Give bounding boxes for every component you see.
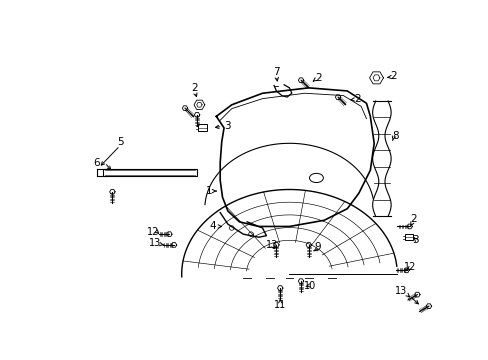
Text: 6: 6: [93, 158, 100, 167]
Text: 7: 7: [272, 67, 279, 77]
Bar: [103, 169, 197, 176]
Text: 2: 2: [353, 94, 360, 104]
Text: 13: 13: [265, 240, 277, 250]
Text: 13: 13: [394, 286, 407, 296]
Text: 5: 5: [117, 137, 123, 147]
Bar: [198, 125, 207, 131]
Text: 2: 2: [409, 214, 416, 224]
Text: 2: 2: [389, 71, 396, 81]
Text: 11: 11: [274, 300, 286, 310]
Text: 13: 13: [148, 238, 161, 248]
Text: 12: 12: [147, 227, 159, 237]
Text: 1: 1: [205, 186, 211, 196]
Text: 3: 3: [224, 121, 231, 131]
Text: 9: 9: [314, 242, 321, 252]
Text: 4: 4: [209, 221, 215, 231]
Text: 2: 2: [315, 73, 322, 83]
Text: 10: 10: [304, 281, 316, 291]
Text: 2: 2: [191, 83, 198, 93]
Bar: [404, 234, 412, 240]
Text: 8: 8: [392, 131, 398, 141]
Text: 3: 3: [411, 235, 418, 244]
Text: 12: 12: [404, 261, 416, 271]
